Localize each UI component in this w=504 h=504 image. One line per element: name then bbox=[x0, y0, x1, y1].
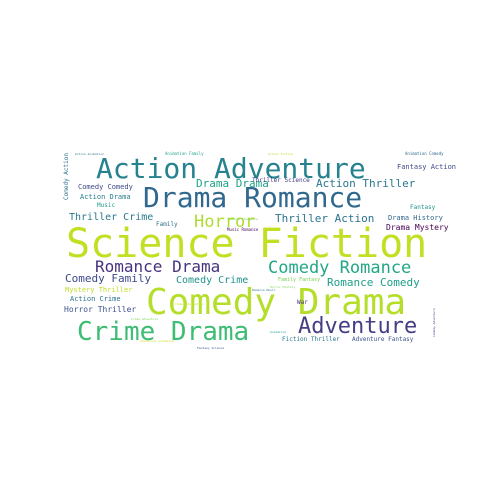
word: Fiction Thriller bbox=[282, 336, 340, 343]
word: Fantasy Science bbox=[197, 346, 225, 350]
word: Comedy Romance bbox=[268, 258, 412, 278]
word: Comedy Adventure bbox=[432, 308, 436, 337]
word: Action Animation bbox=[75, 152, 104, 156]
word: War bbox=[297, 299, 308, 306]
word: Adventure bbox=[298, 314, 418, 339]
word: Comedy Family bbox=[65, 272, 152, 285]
word: Animation bbox=[270, 330, 287, 334]
word: Action Thriller bbox=[316, 177, 416, 190]
word: Action Drama bbox=[80, 193, 131, 201]
word: Drama Romance bbox=[143, 181, 363, 214]
word: Family Fantasy bbox=[278, 277, 321, 283]
word: Thriller Crime bbox=[69, 212, 154, 223]
word: Horror bbox=[194, 212, 256, 232]
word: Horror Thriller bbox=[64, 305, 137, 314]
word: Comedy Crime bbox=[176, 275, 249, 286]
word: Action Crime bbox=[70, 295, 121, 303]
word: Family Adventure bbox=[229, 217, 258, 221]
word: Romance Comedy bbox=[327, 276, 420, 289]
word: Science Fiction bbox=[66, 221, 428, 267]
word: Romance Music bbox=[252, 288, 276, 292]
word: Comedy Action bbox=[63, 153, 70, 200]
word: Music Romance bbox=[227, 227, 259, 232]
word: Crime Drama bbox=[77, 317, 250, 347]
word: Thriller Action bbox=[275, 212, 375, 225]
word: Drama Drama bbox=[196, 177, 269, 190]
word: Romance Drama bbox=[95, 257, 221, 276]
word: Animation Family bbox=[165, 151, 204, 156]
word: Animation Comedy bbox=[405, 151, 444, 156]
word: Fantasy bbox=[410, 204, 436, 211]
word: Crime Adventure bbox=[131, 317, 159, 321]
word: Mystery Thriller bbox=[65, 286, 133, 294]
word: Fantasy Action bbox=[397, 163, 457, 171]
word: Thriller Science bbox=[252, 177, 310, 184]
word: Music bbox=[97, 202, 116, 209]
word: Comedy Animation bbox=[175, 302, 204, 306]
word: Comedy Comedy bbox=[78, 183, 133, 191]
word: Drama History bbox=[388, 214, 443, 222]
word: Drama Mystery bbox=[386, 223, 449, 232]
word: Horror Mystery bbox=[270, 285, 296, 289]
word: Action Fiction bbox=[268, 152, 294, 156]
word: Action Adventure bbox=[96, 152, 366, 185]
word: Comedy Drama bbox=[146, 282, 407, 323]
word: Adventure Fantasy bbox=[352, 336, 414, 343]
word: Adventure Animation bbox=[140, 339, 175, 343]
word: Family bbox=[156, 221, 178, 228]
